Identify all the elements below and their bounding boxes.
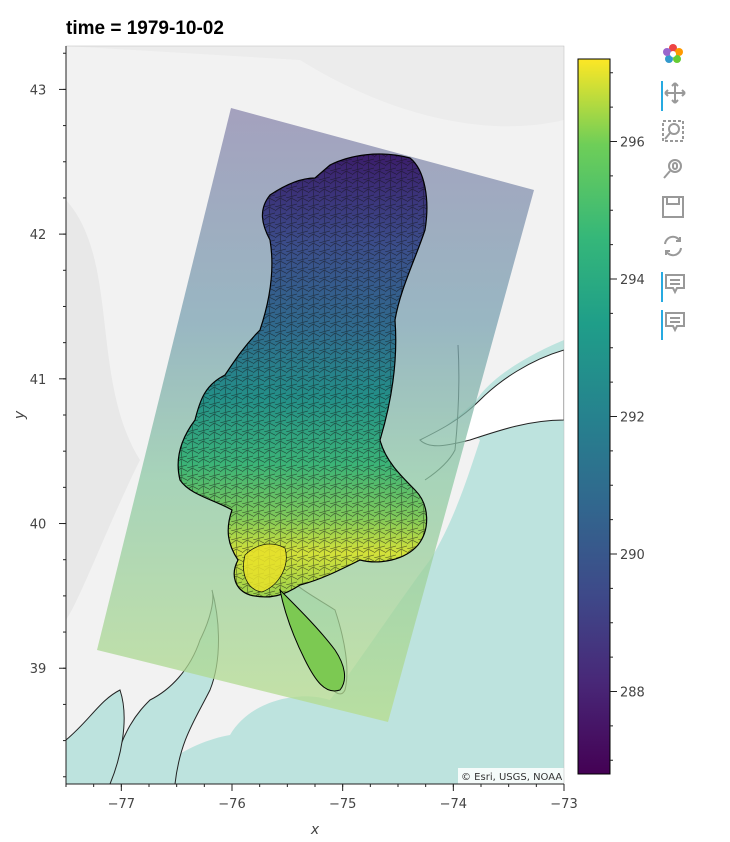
y-tick-label: 43 <box>30 83 47 98</box>
x-axis: −77 −76 −75 −74 −73 <box>65 784 578 812</box>
y-tick-label: 41 <box>30 373 47 388</box>
hot-spot-catchments <box>243 543 287 593</box>
x-tick-label: −74 <box>440 797 467 812</box>
bay-shore-catchments <box>279 588 346 692</box>
colorbar-tick-label: 288 <box>620 686 645 701</box>
x-axis-label: x <box>310 822 320 838</box>
ocean <box>150 340 564 784</box>
colorbar <box>577 58 611 775</box>
catchments[interactable] <box>177 153 428 692</box>
colorbar-tick-label: 292 <box>620 411 645 426</box>
bokeh-logo-icon[interactable] <box>661 42 691 72</box>
pan-tool-icon[interactable] <box>661 81 693 111</box>
plot-title: time = 1979-10-02 <box>66 18 224 39</box>
x-tick-label: −77 <box>108 797 135 812</box>
save-tool-icon[interactable] <box>661 195 691 225</box>
colorbar-tick-label: 290 <box>620 548 645 563</box>
box-zoom-tool-icon[interactable] <box>661 119 691 149</box>
reset-tool-icon[interactable] <box>661 234 691 264</box>
y-axis: 39 40 41 42 43 <box>30 52 66 778</box>
colorbar-axis: 288 290 292 294 296 <box>610 72 645 761</box>
x-tick-label: −75 <box>329 797 356 812</box>
y-axis-label: y <box>12 410 28 420</box>
y-tick-label: 39 <box>30 662 47 677</box>
x-tick-label: −73 <box>550 797 577 812</box>
hover-tool-icon[interactable] <box>661 310 693 340</box>
colorbar-tick-label: 294 <box>620 273 645 288</box>
x-tick-label: −76 <box>218 797 245 812</box>
y-tick-label: 40 <box>30 518 47 533</box>
hover-tool-icon[interactable] <box>661 272 693 302</box>
attribution: © Esri, USGS, NOAA <box>461 772 562 783</box>
wheel-zoom-tool-icon[interactable] <box>661 157 691 187</box>
y-tick-label: 42 <box>30 228 47 243</box>
colorbar-tick-label: 296 <box>620 136 645 151</box>
